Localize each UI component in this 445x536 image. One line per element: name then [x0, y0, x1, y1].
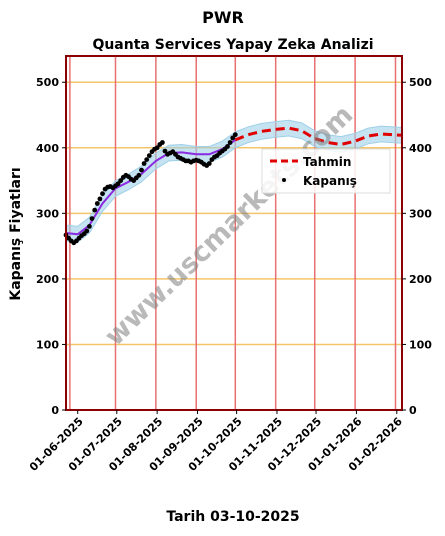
close-point	[115, 181, 121, 187]
y-tick-label-right: 0	[409, 404, 417, 417]
close-point	[144, 157, 150, 163]
close-point	[154, 145, 160, 151]
close-point	[232, 132, 238, 138]
close-point	[162, 148, 168, 154]
series-layer	[63, 126, 403, 246]
legend-label-close: Kapanış	[303, 174, 357, 188]
close-point	[92, 207, 98, 213]
close-point	[141, 161, 147, 166]
close-point	[94, 201, 100, 206]
close-point	[146, 153, 152, 159]
y-tick-label-right: 400	[409, 142, 432, 155]
close-point	[87, 224, 92, 229]
close-point	[206, 161, 212, 166]
chart-suptitle: PWR	[202, 8, 244, 27]
plot-frame	[65, 55, 403, 411]
close-point	[118, 178, 124, 184]
y-tick-label-right: 100	[409, 338, 432, 351]
legend-label-forecast: Tahmin	[303, 155, 351, 169]
y-tick-label-right: 200	[409, 273, 432, 286]
chart-title: Quanta Services Yapay Zeka Analizi	[92, 37, 373, 53]
close-point	[139, 167, 144, 173]
y-tick-label-left: 0	[51, 404, 59, 417]
grid-layer	[66, 56, 402, 410]
close-point	[225, 144, 230, 149]
y-tick-label-right: 300	[409, 207, 432, 220]
y-tick-label-left: 400	[36, 142, 59, 155]
close-point	[84, 228, 90, 234]
legend-swatch-close	[282, 178, 286, 182]
close-point	[230, 135, 236, 141]
close-point	[89, 216, 95, 222]
y-tick-label-left: 300	[36, 207, 59, 220]
legend: Tahmin Kapanış	[261, 148, 391, 194]
close-point	[160, 140, 165, 145]
x-axis-label: Tarih 03-10-2025	[166, 509, 299, 525]
fit-line	[65, 139, 236, 236]
close-point	[227, 140, 233, 145]
y-axis-label: Kapanış Fiyatları	[8, 167, 24, 300]
y-tick-label-left: 100	[36, 338, 59, 351]
y-tick-label-right: 500	[409, 76, 432, 89]
close-point	[136, 172, 142, 178]
y-tick-label-left: 200	[36, 273, 59, 286]
close-point	[97, 196, 103, 202]
y-tick-label-left: 500	[36, 76, 59, 89]
close-point	[100, 191, 105, 197]
legend-box	[261, 148, 391, 194]
